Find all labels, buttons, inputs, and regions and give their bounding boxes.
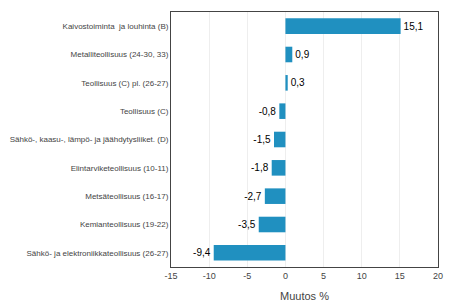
svg-text:Kaivostoiminta ja louhinta (B: Kaivostoiminta ja louhinta (B) [63, 22, 169, 31]
svg-text:-0,8: -0,8 [259, 106, 277, 117]
svg-text:-3,5: -3,5 [238, 219, 256, 230]
svg-text:Elintarviketeollisuus (10-11): Elintarviketeollisuus (10-11) [71, 164, 169, 173]
svg-text:-1,8: -1,8 [251, 162, 269, 173]
svg-text:-2,7: -2,7 [244, 191, 262, 202]
svg-text:Metsäteollisuus (16-17): Metsäteollisuus (16-17) [85, 192, 168, 201]
svg-text:Muutos %: Muutos % [280, 290, 329, 302]
svg-text:15,1: 15,1 [404, 21, 424, 32]
svg-text:10: 10 [357, 271, 367, 281]
svg-text:-5: -5 [243, 271, 251, 281]
svg-text:-10: -10 [203, 271, 216, 281]
svg-text:0,3: 0,3 [291, 77, 305, 88]
svg-text:0: 0 [283, 271, 288, 281]
svg-text:Teollisuus (C): Teollisuus (C) [120, 107, 169, 116]
svg-text:Metalliteollisuus (24-30, 33): Metalliteollisuus (24-30, 33) [71, 50, 169, 59]
svg-text:Kemianteollisuus (19-22): Kemianteollisuus (19-22) [80, 220, 169, 229]
svg-text:-9,4: -9,4 [193, 247, 211, 258]
svg-text:Sähkö- ja elektroniikkateollis: Sähkö- ja elektroniikkateollisuus (26-27… [27, 249, 169, 258]
svg-text:0,9: 0,9 [295, 49, 309, 60]
svg-text:5: 5 [321, 271, 326, 281]
svg-text:Sähkö-, kaasu-, lämpö- ja jääh: Sähkö-, kaasu-, lämpö- ja jäähdytysliike… [10, 135, 169, 144]
svg-text:15: 15 [395, 271, 405, 281]
svg-text:Teollisuus (C) pl. (26-27): Teollisuus (C) pl. (26-27) [81, 79, 168, 88]
svg-text:20: 20 [433, 271, 443, 281]
svg-text:-15: -15 [164, 271, 177, 281]
svg-text:-1,5: -1,5 [253, 134, 271, 145]
